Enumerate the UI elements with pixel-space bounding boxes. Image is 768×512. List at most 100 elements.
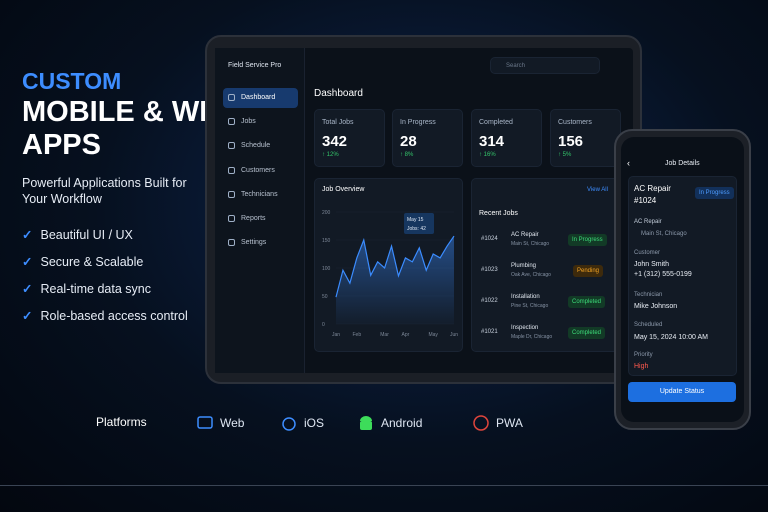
customer-phone: +1 (312) 555-0199 [634,271,692,278]
stat-value: 156 [558,133,584,150]
field-label: Technician [634,292,663,298]
stat-label: Completed [479,119,513,126]
job-address: Main St, Chicago [511,241,550,247]
stat-label: Total Jobs [322,119,354,126]
feature: ✓ Real-time data sync [22,281,151,296]
platform: PWA [472,414,523,432]
job-status: Completed [568,296,606,308]
recent-jobs-title: Recent Jobs [479,210,518,217]
back-button[interactable]: ‹ [627,158,630,168]
nav-item[interactable]: Settings [223,233,298,253]
update-status-button[interactable]: Update Status [628,382,736,402]
nav-icon [228,215,235,222]
nav-icon [228,191,235,198]
tooltip [404,213,434,234]
nav-icon [228,94,235,101]
platforms-label: Platforms [96,415,147,429]
stat-card [550,109,621,167]
platform-name: Android [381,416,423,430]
stat-change: ↑ 16% [479,152,496,158]
stat-label: In Progress [400,119,436,126]
divider [0,485,768,486]
kicker: CUSTOM [22,68,122,94]
check-icon: ✓ [22,309,33,323]
status-badge: In Progress [695,187,734,199]
job-id: #1024 [481,236,498,242]
tooltip-value: Jobs: 42 [407,226,426,232]
headline: MOBILE & WEB [22,96,240,128]
feature-text: Secure & Scalable [40,255,144,269]
x-tick-label: Mar [380,332,389,338]
address: Main St, Chicago [641,231,687,237]
stat-card [392,109,463,167]
y-tick-label: 150 [322,238,331,244]
stat-label: Customers [558,119,592,126]
customer-name: John Smith [634,261,670,268]
technician: Mike Johnson [634,303,678,310]
feature-text: Real-time data sync [40,282,151,296]
job-id: #1023 [481,267,498,273]
job-name: AC Repair [634,184,671,193]
headline: APPS [22,129,101,161]
nav-item[interactable]: Customers [223,161,298,181]
check-icon: ✓ [22,255,33,269]
x-tick-label: Feb [353,332,362,338]
y-tick-label: 0 [322,322,325,328]
app-name: Field Service Pro [228,62,282,69]
job-status: Completed [568,327,606,339]
nav-icon [228,167,235,174]
subtitle: Powerful Applications Built for [22,176,187,190]
nav-icon [228,142,235,149]
y-tick-label: 100 [322,266,331,272]
stat-value: 342 [322,133,348,150]
ios-icon [282,417,296,431]
scheduled: May 15, 2024 10:00 AM [634,334,708,341]
y-tick-label: 200 [322,210,331,216]
feature: ✓ Role-based access control [22,308,188,323]
field-label: Priority [634,352,653,358]
web-icon [197,416,213,429]
line [335,235,455,298]
view-all[interactable]: View All [587,187,608,193]
feature: ✓ Secure & Scalable [22,254,143,269]
field-label: Customer [634,250,661,256]
y-tick-label: 50 [322,294,328,300]
platform-name: iOS [304,416,325,430]
check-icon: ✓ [22,282,33,296]
nav-item[interactable]: Reports [223,209,298,229]
android-icon [360,416,372,430]
x-tick-label: May [428,332,438,338]
area [336,236,454,324]
job-name: AC Repair [511,232,539,238]
platform: Web [196,414,244,432]
job-address: Pine St, Chicago [511,303,549,309]
nav-item[interactable]: Jobs [223,112,298,132]
x-tick-label: Jan [332,332,340,338]
chart-title: Job Overview [322,186,365,193]
stat-change: ↑ 5% [558,152,572,158]
x-tick-label: Apr [402,332,410,338]
nav-item[interactable]: Technicians [223,185,298,205]
priority: High [634,363,649,370]
nav-icon [228,118,235,125]
nav-item[interactable]: Dashboard [223,88,298,108]
stat-card [314,109,385,167]
stat-value: 314 [479,133,505,150]
nav-item[interactable]: Schedule [223,136,298,156]
platform: Android [357,414,422,432]
job-address: Maple Dr, Chicago [511,334,553,340]
job-id: #1024 [634,196,657,205]
page-heading: Dashboard [314,88,363,99]
job-address: Oak Ave, Chicago [511,272,551,278]
job-status: In Progress [568,234,607,246]
subtitle: Your Workflow [22,192,102,206]
job-name: Inspection [511,325,539,331]
job-id: #1022 [481,298,498,304]
search-box[interactable]: Search [490,57,600,74]
job-card [628,176,737,376]
stat-card [471,109,542,167]
stat-value: 28 [400,133,417,150]
platform-name: PWA [496,416,523,430]
job-id: #1021 [481,329,498,335]
